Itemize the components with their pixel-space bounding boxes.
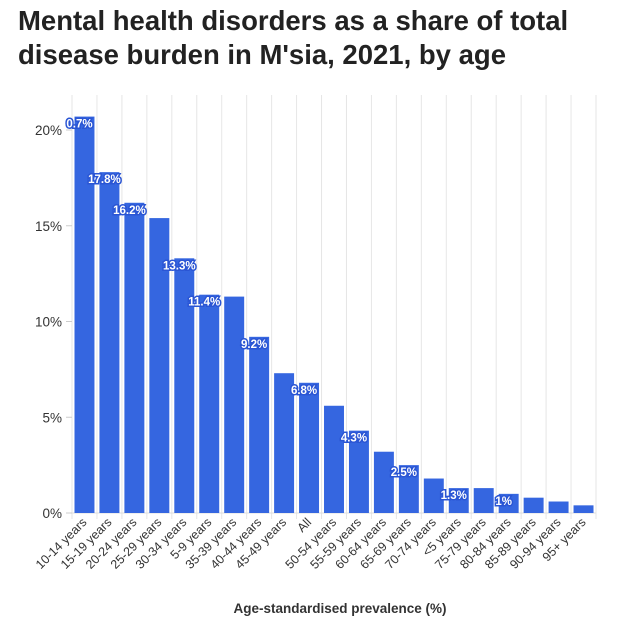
data-label: 11.4% (188, 297, 220, 309)
bar (573, 505, 594, 513)
bar (224, 296, 245, 513)
bar (373, 451, 394, 513)
bar (199, 294, 220, 513)
data-label: 16.2% (113, 205, 146, 217)
bar (249, 336, 270, 513)
y-tick-label: 5% (42, 410, 62, 425)
bar (523, 497, 544, 513)
bar (174, 258, 195, 513)
bar (124, 202, 145, 513)
bar (548, 501, 569, 513)
chart-title: Mental health disorders as a share of to… (18, 5, 569, 70)
bar (348, 430, 369, 513)
bar (448, 488, 469, 513)
bar (274, 373, 295, 513)
data-label: 1% (495, 496, 512, 508)
bar (99, 172, 120, 513)
data-label: 17.8% (88, 174, 121, 186)
y-tick-label: 10% (35, 315, 62, 330)
bar (324, 405, 344, 513)
bar (149, 218, 170, 513)
bar (299, 382, 320, 513)
data-label: 6.8% (291, 385, 317, 397)
x-axis-title: Age-standardised prevalence (%) (233, 601, 446, 616)
bar (74, 116, 95, 513)
data-label: 0.7% (66, 119, 92, 131)
data-label: 4.3% (341, 433, 367, 445)
bar (498, 493, 519, 513)
y-tick-label: 20% (35, 123, 62, 138)
data-label: 2.5% (391, 467, 417, 479)
data-label: 13.3% (163, 260, 196, 272)
y-tick-label: 0% (42, 506, 62, 521)
y-tick-label: 15% (35, 219, 62, 234)
bar (473, 488, 494, 513)
bar (398, 465, 419, 513)
data-label: 1.3% (441, 490, 467, 502)
bar (423, 478, 444, 513)
data-label: 9.2% (241, 339, 267, 351)
